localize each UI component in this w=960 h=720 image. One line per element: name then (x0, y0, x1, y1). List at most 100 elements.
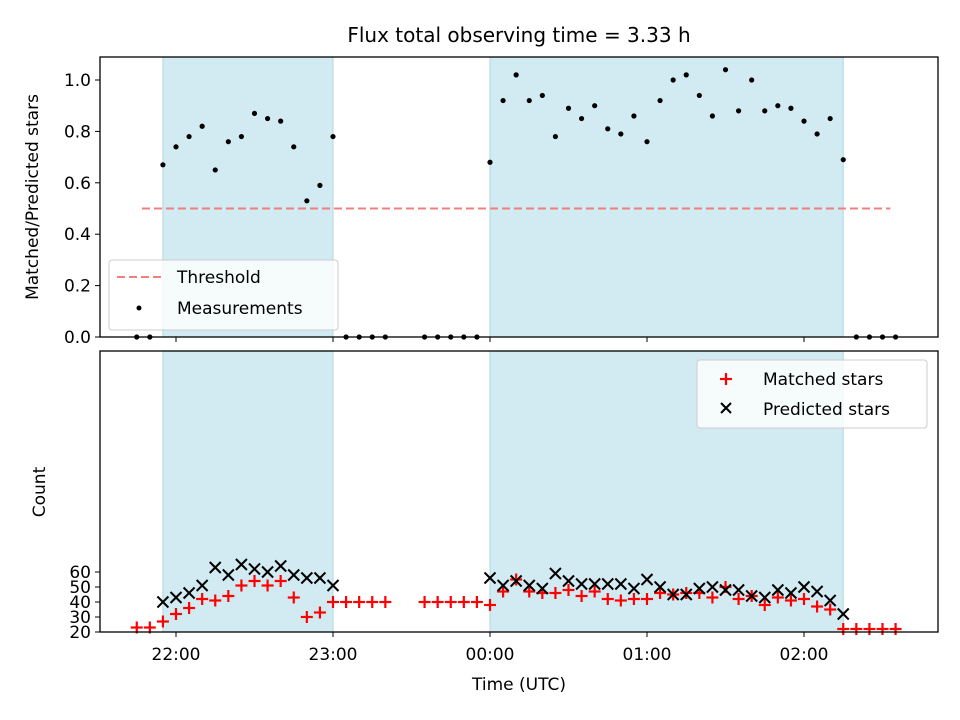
x-tick-label: 01:00 (623, 645, 672, 665)
predicted-star-point (195, 579, 209, 592)
predicted-star-point (549, 567, 562, 580)
predicted-star-point (536, 582, 549, 595)
predicted-star-point (274, 559, 287, 573)
matched-star-point (641, 593, 653, 605)
matched-star-point (497, 585, 510, 598)
matched-star-point (287, 591, 300, 604)
predicted-star-point (261, 565, 274, 579)
measurement-point (500, 97, 506, 104)
legend-measurements-label: Measurements (177, 299, 303, 319)
matched-star-point (523, 585, 536, 598)
measurement-point (801, 118, 807, 124)
measurement-point (762, 108, 768, 114)
matched-star-point (837, 623, 850, 635)
predicted-star-point (640, 573, 654, 586)
measurement-point (238, 133, 245, 140)
matched-star-point (863, 623, 876, 635)
predicted-star-point (758, 591, 771, 604)
matched-star-point (588, 585, 601, 598)
matched-star-point (850, 623, 863, 635)
bottom-y-tick-label: 20 (69, 623, 91, 643)
top-legend-box (108, 259, 339, 331)
matched-star-point (784, 594, 797, 607)
measurement-point (722, 67, 729, 73)
predicted-star-point (169, 591, 183, 604)
predicted-star-point (680, 588, 693, 601)
predicted-star-point (706, 580, 719, 594)
top-y-tick-label: 0.8 (64, 122, 91, 142)
matched-star-point (470, 596, 483, 608)
x-axis-label: Time (UTC) (471, 675, 566, 695)
measurement-point (186, 133, 192, 140)
matched-star-point (627, 593, 640, 605)
legend-matched-swatch (720, 373, 732, 385)
predicted-star-point (732, 583, 745, 597)
matched-star-point (575, 590, 588, 602)
measurement-point (539, 92, 545, 99)
matched-star-point (261, 579, 274, 592)
matched-star-point (654, 587, 667, 599)
matched-star-point (366, 596, 379, 608)
measurement-point (788, 105, 794, 111)
matched-star-point (706, 591, 719, 604)
top-y-tick-label: 0.0 (64, 328, 91, 348)
predicted-star-point (771, 583, 785, 597)
top-x-ticks (175, 337, 805, 342)
predicted-star-point (483, 571, 497, 585)
predicted-star-point (235, 558, 248, 571)
matched-star-point (353, 596, 366, 608)
chart-title: Flux total observing time = 3.33 h (347, 23, 690, 47)
predicted-star-point (837, 607, 850, 621)
matched-star-point (196, 593, 209, 605)
matched-star-point (209, 594, 222, 607)
measurement-point (644, 139, 650, 145)
bottom-y-tick-label: 50 (69, 578, 91, 598)
measurement-point (526, 97, 532, 104)
matched-star-point (510, 573, 523, 586)
measurement-point (578, 115, 585, 122)
top-shaded-interval (489, 56, 844, 338)
top-legend: Threshold Measurements (108, 259, 339, 331)
predicted-star-point (719, 583, 732, 597)
matched-star-point (811, 600, 824, 613)
x-tick-label: 00:00 (466, 645, 515, 665)
matched-star-point (601, 593, 614, 605)
top-y-tick-label: 1.0 (64, 71, 91, 91)
measurement-point (749, 77, 755, 83)
predicted-star-point (182, 586, 196, 600)
measurement-point (251, 110, 258, 117)
matched-star-point (798, 593, 810, 605)
matched-star-point (274, 575, 287, 587)
predicted-star-point (156, 595, 170, 609)
bottom-legend: Matched stars Predicted stars (696, 359, 928, 429)
measurement-point (212, 167, 218, 173)
top-y-axis-label: Matched/Predicted stars (23, 94, 43, 300)
bottom-y-tick-label: 40 (69, 593, 91, 613)
legend-threshold-label: Threshold (176, 268, 261, 288)
measurement-point (513, 72, 519, 78)
predicted-star-point (614, 577, 628, 591)
matched-stars-points (130, 573, 902, 635)
bottom-y-tick-label: 30 (69, 608, 91, 628)
measurement-point (487, 159, 493, 165)
matched-star-point (680, 587, 693, 599)
matched-star-point (340, 596, 353, 608)
matched-star-point (313, 606, 326, 619)
matched-star-point (771, 591, 784, 604)
top-axes: 0.0 0.2 0.4 0.6 0.8 1.0 Matched/Predicted sta… (23, 56, 939, 348)
measurement-point (552, 133, 559, 140)
measurement-point (683, 72, 689, 78)
measurement-point (317, 182, 323, 188)
matched-star-point (889, 623, 902, 635)
matched-star-point (549, 587, 562, 599)
legend-predicted-label: Predicted stars (763, 400, 890, 420)
matched-star-point (418, 596, 431, 608)
predicted-star-point (784, 586, 798, 600)
predicted-star-point (693, 582, 706, 595)
measurement-point (278, 118, 284, 124)
matched-star-point (183, 602, 196, 614)
measurement-point (657, 97, 663, 104)
measurement-point (264, 115, 271, 122)
predicted-star-point (562, 574, 575, 588)
